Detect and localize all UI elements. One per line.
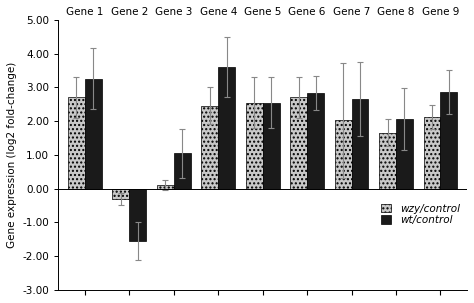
Bar (85, 79, 102, 189)
Bar (396, 119, 413, 189)
Bar (218, 67, 235, 189)
Bar (112, 189, 129, 199)
Bar (352, 99, 368, 189)
Bar (440, 92, 457, 189)
Bar (129, 189, 146, 241)
Bar (174, 153, 191, 189)
Y-axis label: Gene expression (log2 fold-change): Gene expression (log2 fold-change) (7, 62, 17, 248)
Bar (157, 185, 174, 189)
Bar (335, 120, 352, 189)
Bar (290, 98, 307, 189)
Bar (201, 106, 218, 189)
Legend: wzy/control, wt/control: wzy/control, wt/control (379, 201, 462, 227)
Bar (263, 102, 280, 189)
Bar (379, 133, 396, 189)
Bar (246, 102, 263, 189)
Bar (68, 98, 85, 189)
Bar (307, 93, 324, 189)
Bar (423, 117, 440, 189)
